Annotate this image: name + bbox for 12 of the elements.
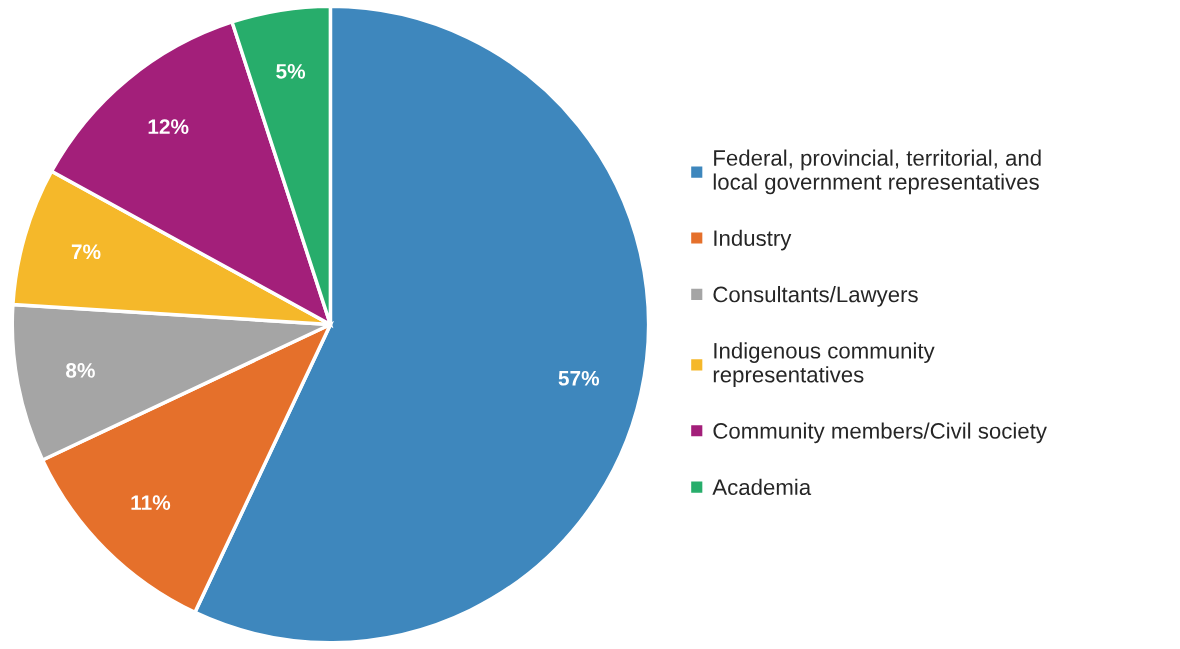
data-label: 7% xyxy=(71,244,101,260)
legend-label: Federal, provincial, territorial, and local government representatives xyxy=(713,149,1041,195)
data-label: 57% xyxy=(558,370,600,386)
data-label: 8% xyxy=(66,363,95,378)
data-label: 12% xyxy=(148,119,189,134)
legend-label: Academia xyxy=(712,478,812,496)
legend-label: Industry xyxy=(714,229,792,251)
legend-label: Indigenous community representatives xyxy=(713,342,935,387)
data-label: 11% xyxy=(131,495,171,511)
data-label: 5% xyxy=(276,64,306,79)
legend-label: Community members/Civil society xyxy=(713,422,1047,444)
legend-label: Consultants/Lawyers xyxy=(713,286,918,307)
